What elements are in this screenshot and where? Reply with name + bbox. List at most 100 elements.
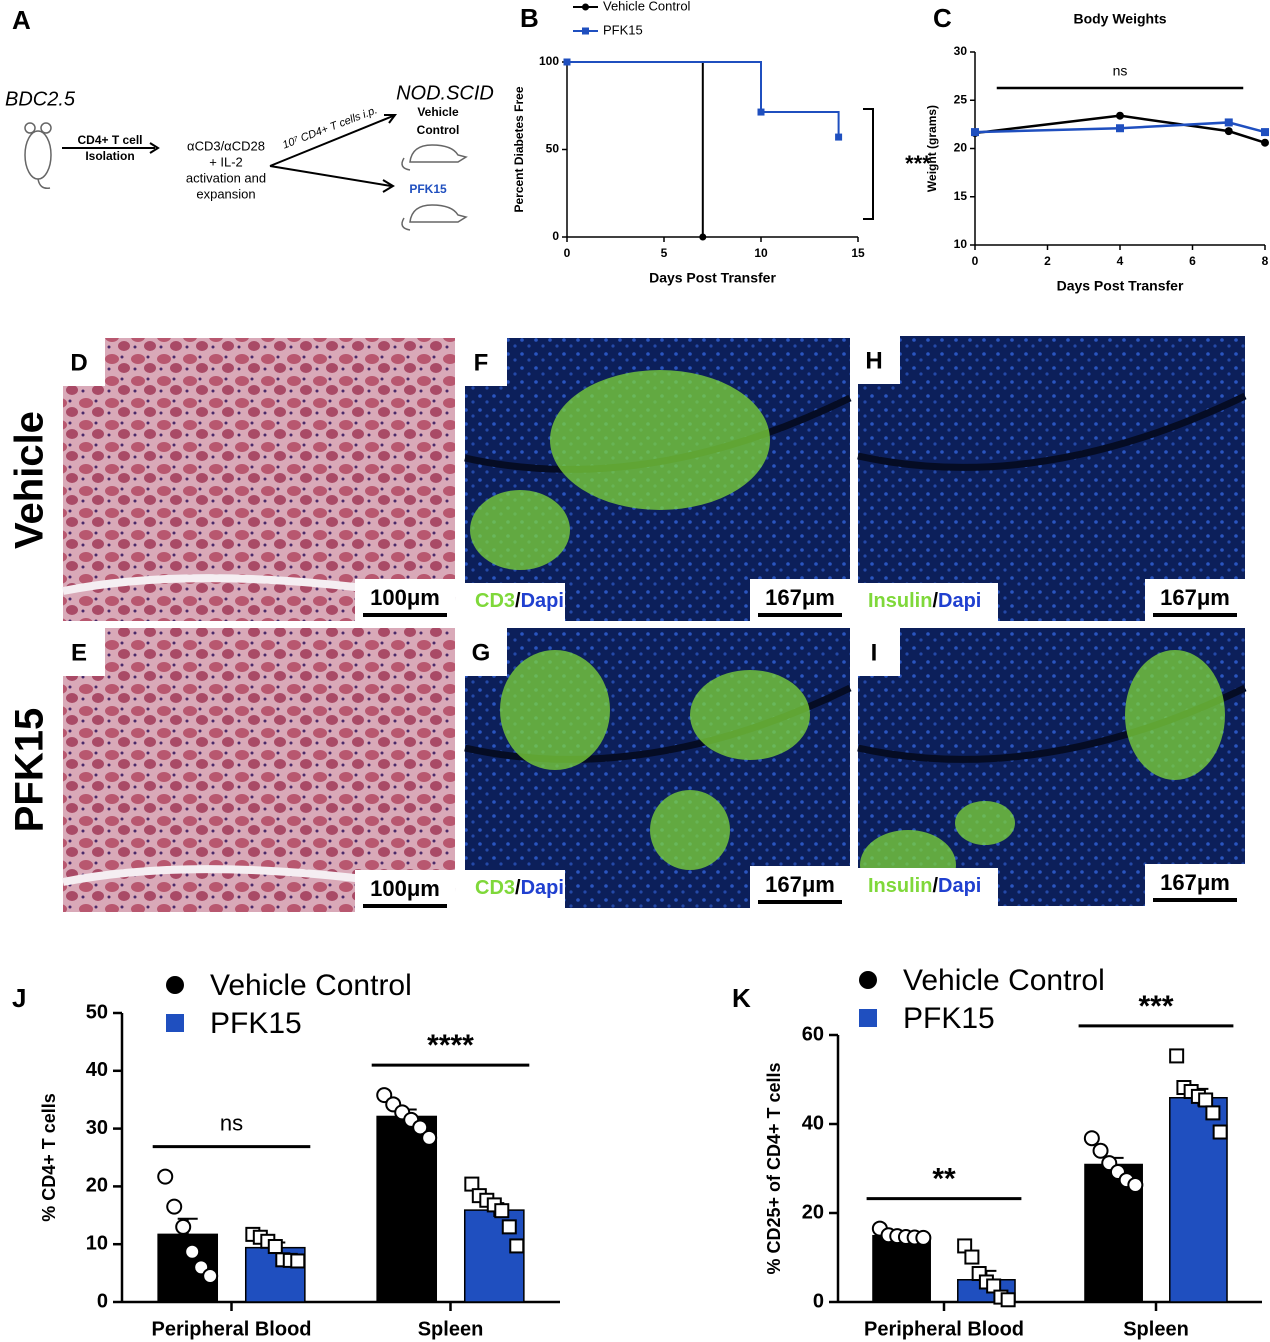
- legend-label: Vehicle Control: [603, 0, 691, 13]
- scale-label: 100μm: [370, 585, 440, 610]
- x-tick-label: 5: [661, 246, 668, 260]
- y-axis-label: Weight (grams): [925, 105, 939, 192]
- stain-signal: [650, 790, 730, 870]
- y-tick-label: 40: [802, 1112, 824, 1134]
- panel-letter: G: [472, 639, 491, 666]
- stain-signal: [550, 370, 770, 510]
- y-tick-label: 10: [86, 1232, 108, 1254]
- data-point: [412, 1119, 429, 1136]
- legend-label: PFK15: [903, 1002, 995, 1035]
- stain-signal: [690, 670, 810, 760]
- x-tick-label: Peripheral Blood: [151, 1318, 311, 1340]
- bar: [376, 1115, 438, 1303]
- stain-part: /: [515, 877, 521, 899]
- schematic-graphics: [24, 114, 468, 231]
- x-tick-label: Peripheral Blood: [864, 1318, 1024, 1340]
- data-point: [1205, 1105, 1221, 1121]
- label-box: [465, 628, 507, 676]
- x-axis-label: Days Post Transfer: [1057, 278, 1184, 294]
- data-point: [563, 58, 571, 66]
- legend-label: Vehicle Control: [210, 969, 412, 1002]
- legend-marker: [166, 976, 184, 994]
- data-line: [974, 114, 1266, 144]
- significance-bracket: [863, 108, 874, 220]
- y-tick-label: 30: [86, 1117, 108, 1139]
- step-label: activation and: [186, 170, 266, 185]
- donor: BDC2.5: [5, 88, 76, 110]
- legend-marker: [582, 3, 589, 11]
- group-label: Control: [417, 123, 460, 137]
- y-tick-label: 40: [86, 1059, 108, 1081]
- y-tick-label: 0: [97, 1290, 108, 1312]
- image-panel: CD3/Dapi: [464, 338, 852, 621]
- data-point: [1224, 118, 1233, 127]
- data-point: [1261, 128, 1269, 137]
- row-label: PFK15: [8, 708, 52, 833]
- micrograph: [63, 338, 455, 621]
- y-tick-label: 20: [954, 141, 968, 155]
- x-tick-label: 8: [1262, 254, 1269, 268]
- data-point: [501, 1219, 517, 1235]
- data-point: [1116, 111, 1124, 120]
- stain-part: Dapi: [938, 875, 981, 897]
- panel-letter: A: [12, 5, 31, 35]
- group-label: PFK15: [409, 182, 447, 196]
- data-point: [1083, 1130, 1100, 1147]
- stain-label: Insulin/Dapi: [868, 875, 981, 897]
- legend-label: PFK15: [210, 1007, 302, 1040]
- y-axis-label: % CD25+ of CD4+ T cells: [764, 1062, 784, 1274]
- y-tick-label: 30: [954, 44, 968, 58]
- x-tick-label: 15: [851, 246, 865, 260]
- row-label: Vehicle: [8, 411, 52, 549]
- panel-letter: I: [871, 639, 878, 666]
- data-point: [494, 1203, 510, 1219]
- data-point: [1092, 1142, 1109, 1159]
- stain-part: Insulin: [868, 875, 932, 897]
- panel-letter: K: [732, 983, 751, 1013]
- annotation: ****: [427, 1029, 474, 1062]
- y-axis-label: % CD4+ T cells: [39, 1093, 59, 1222]
- data-point: [1224, 127, 1233, 136]
- scale-label: 100μm: [370, 876, 440, 901]
- y-tick-label: 50: [546, 142, 560, 156]
- panel-letter: J: [12, 983, 26, 1013]
- data-point: [1198, 1092, 1214, 1108]
- data-point: [1116, 124, 1124, 133]
- panel-letter: H: [865, 347, 882, 374]
- y-tick-label: 0: [552, 229, 559, 243]
- step-line: [567, 61, 704, 237]
- data-point: [1127, 1176, 1144, 1193]
- y-tick-label: 20: [86, 1175, 108, 1197]
- data-point: [1169, 1048, 1185, 1064]
- data-point: [971, 128, 979, 137]
- y-tick-label: 10: [954, 237, 968, 251]
- x-axis-label: Days Post Transfer: [649, 270, 776, 286]
- data-point: [175, 1218, 192, 1235]
- panel-letter: D: [70, 349, 87, 376]
- stain-part: CD3: [475, 877, 515, 899]
- legend-marker: [859, 971, 877, 989]
- x-tick-label: Spleen: [1123, 1318, 1189, 1340]
- panel-letter: B: [520, 3, 539, 33]
- data-point: [835, 133, 843, 141]
- data-point: [964, 1249, 980, 1265]
- x-tick-label: 4: [1117, 254, 1124, 268]
- stain-part: Dapi: [521, 590, 564, 612]
- x-tick-label: 10: [754, 246, 768, 260]
- stain-box: [858, 583, 998, 621]
- stain-part: /: [932, 590, 938, 612]
- stain-signal: [470, 490, 570, 570]
- data-point: [267, 1239, 283, 1255]
- panel-letter: C: [933, 3, 952, 33]
- image-panel: CD3/Dapi: [464, 628, 852, 908]
- group-label: Vehicle: [417, 105, 459, 119]
- image-panel: [62, 628, 456, 912]
- legend-marker: [166, 1014, 184, 1032]
- y-tick-label: 60: [802, 1023, 824, 1045]
- y-tick-label: 100: [539, 54, 559, 68]
- annotation: **: [932, 1162, 956, 1195]
- x-tick-label: Spleen: [418, 1318, 484, 1340]
- stain-label: CD3/Dapi: [475, 877, 564, 899]
- image-panel: Insulin/Dapi: [857, 628, 1247, 906]
